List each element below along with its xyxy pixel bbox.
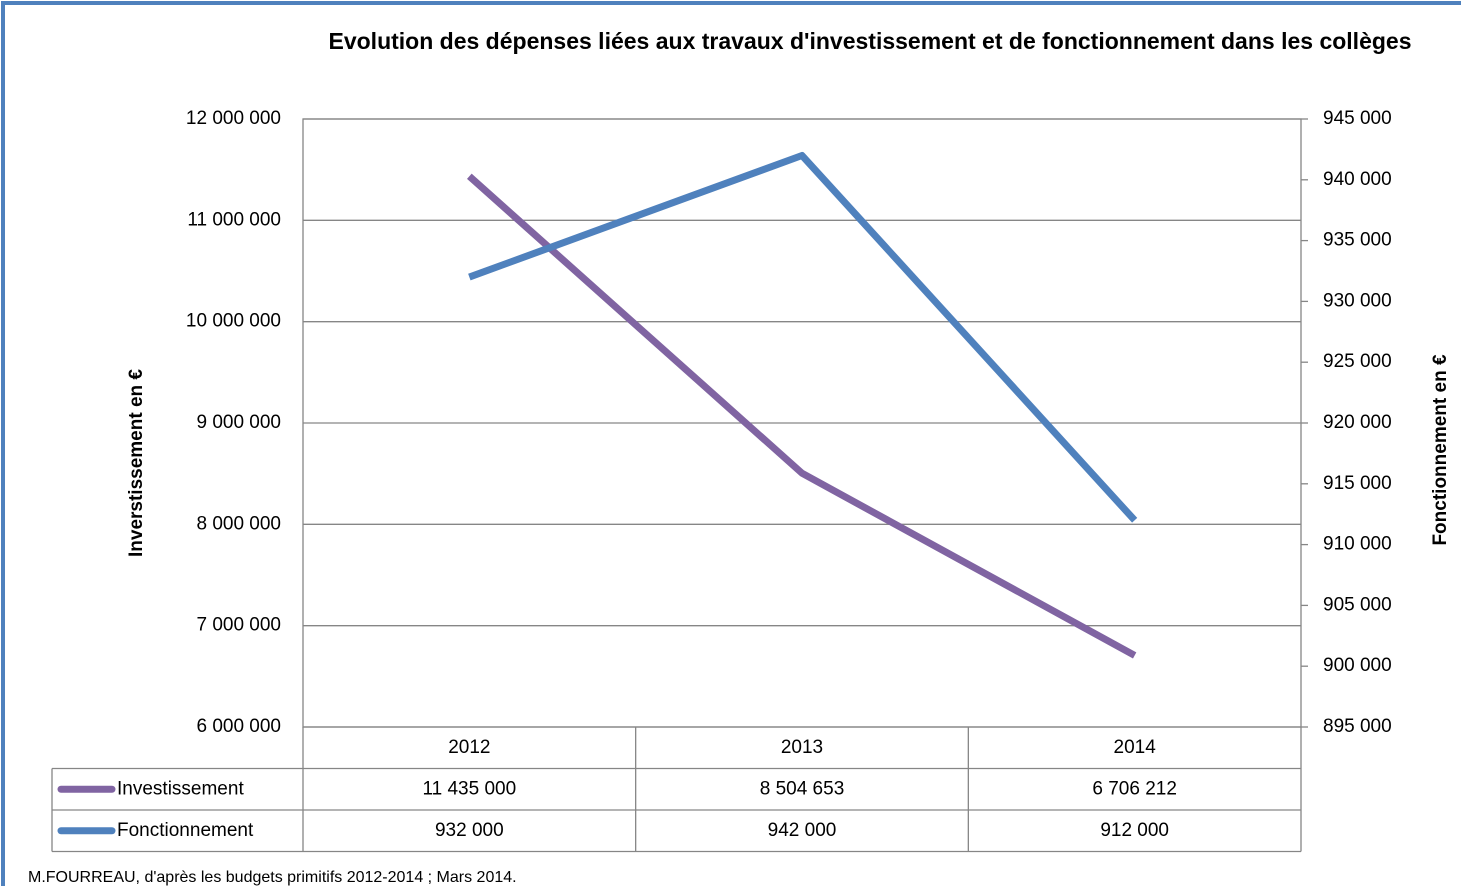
y-tick-label: 9 000 000 — [196, 412, 281, 433]
x-tick-label: 2013 — [781, 737, 823, 758]
x-tick-label: 2014 — [1114, 737, 1157, 758]
legend-label: Investissement — [117, 778, 244, 799]
table-value: 6 706 212 — [1092, 778, 1177, 799]
table-value: 11 435 000 — [422, 778, 516, 799]
y2-tick-label: 915 000 — [1323, 473, 1392, 494]
y-tick-label: 11 000 000 — [187, 209, 281, 230]
y2-tick-label: 895 000 — [1323, 716, 1392, 737]
y-tick-label: 6 000 000 — [196, 716, 281, 737]
plot-area — [302, 118, 1302, 728]
y2-tick-label: 940 000 — [1323, 169, 1392, 190]
y2-tick-label: 935 000 — [1323, 230, 1392, 251]
x-tick-label: 2012 — [448, 737, 490, 758]
y2-tick-label: 920 000 — [1323, 412, 1392, 433]
y-axis-title: Inverstissement en € — [126, 369, 147, 557]
source-note: M.FOURREAU, d'après les budgets primitif… — [28, 869, 517, 886]
legend-label: Fonctionnement — [117, 820, 254, 841]
y-tick-label: 7 000 000 — [196, 615, 281, 636]
y2-tick-label: 925 000 — [1323, 351, 1392, 372]
table-value: 932 000 — [435, 820, 504, 841]
chart-title: Evolution des dépenses liées aux travaux… — [328, 28, 1412, 54]
y2-tick-label: 910 000 — [1323, 534, 1392, 555]
y2-tick-label: 945 000 — [1323, 108, 1392, 129]
table-value: 8 504 653 — [760, 778, 845, 799]
y2-axis-title: Fonctionnement en € — [1430, 354, 1451, 546]
y-tick-label: 12 000 000 — [186, 108, 281, 129]
y2-tick-label: 900 000 — [1323, 655, 1392, 676]
series-line — [467, 173, 1137, 659]
table-value: 942 000 — [768, 820, 837, 841]
table-value: 912 000 — [1100, 820, 1169, 841]
y-tick-label: 10 000 000 — [186, 311, 281, 332]
y-tick-label: 8 000 000 — [196, 513, 281, 534]
y2-tick-label: 930 000 — [1323, 290, 1392, 311]
series-line — [468, 151, 1138, 523]
y2-tick-label: 905 000 — [1323, 594, 1392, 615]
